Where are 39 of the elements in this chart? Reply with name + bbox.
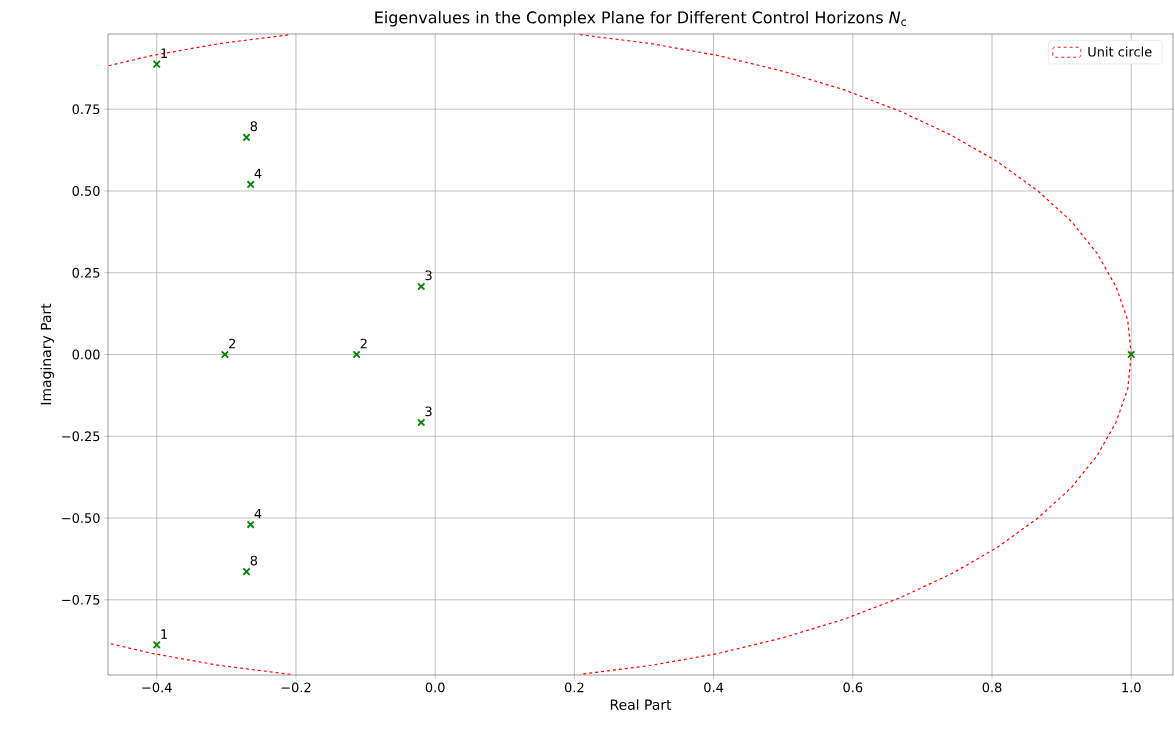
y-tick-label: 0.25 — [72, 267, 100, 278]
point — [246, 520, 255, 529]
y-tick-label: −0.25 — [62, 431, 100, 442]
point — [242, 567, 251, 576]
annotation: 3 — [425, 270, 432, 281]
x-tick-label: −0.2 — [281, 682, 311, 693]
y-tick-label: 0.50 — [72, 186, 100, 196]
annotation: 3 — [425, 406, 432, 417]
x-tick-label: 1.0 — [1122, 682, 1141, 693]
x-tick-label: 0.0 — [425, 682, 445, 693]
y-axis-title: Imaginary Part — [40, 303, 54, 405]
y-tick-label: −0.75 — [62, 594, 100, 605]
x-axis-title: Real Part — [610, 699, 672, 710]
legend-label: Unit circle — [1088, 46, 1152, 57]
x-tick-label: 0.2 — [564, 682, 584, 693]
chart-title: Eigenvalues in the Complex Plane for Different Control Horizons N$_{c}$ — [375, 11, 907, 27]
annotation: 8 — [250, 121, 258, 132]
point — [152, 640, 161, 649]
annotation: 4 — [254, 508, 262, 519]
annotation: 1 — [161, 629, 167, 639]
point — [246, 180, 255, 189]
point — [417, 418, 426, 427]
x-tick-label: −0.4 — [142, 682, 172, 693]
point — [1127, 350, 1136, 359]
annotation: 8 — [250, 555, 258, 566]
point — [152, 60, 161, 69]
y-tick-label: 0.00 — [72, 349, 100, 360]
y-tick-label: 0.75 — [72, 104, 100, 115]
y-tick-label: −0.50 — [62, 513, 100, 523]
annotation: 2 — [229, 338, 236, 349]
point — [242, 133, 251, 142]
x-tick-label: 0.8 — [982, 682, 1002, 693]
annotation: 2 — [360, 338, 367, 349]
annotation: 1 — [161, 48, 167, 58]
annotation: 4 — [254, 168, 262, 179]
x-tick-label: 0.6 — [843, 682, 863, 693]
point — [352, 350, 361, 359]
point — [417, 282, 426, 291]
x-tick-label: 0.4 — [704, 682, 724, 693]
